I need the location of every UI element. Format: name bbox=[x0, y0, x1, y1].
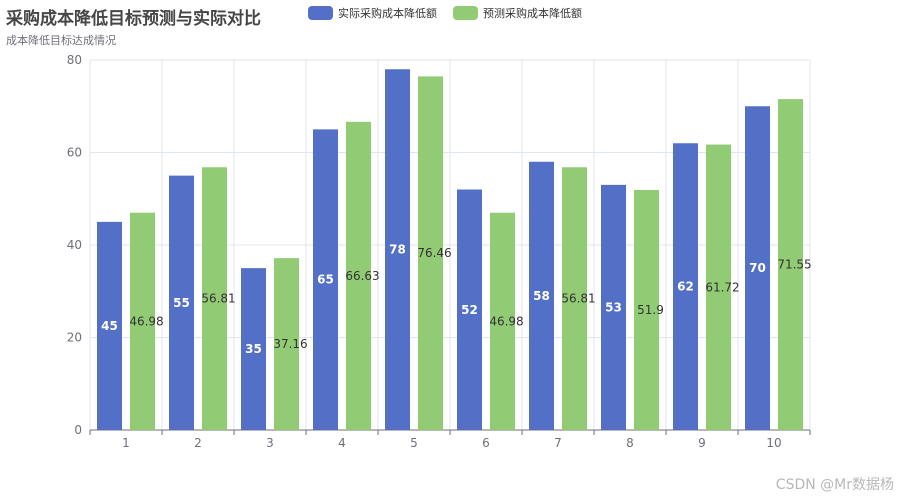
data-label-forecast: 46.98 bbox=[129, 314, 163, 328]
data-label-forecast: 51.9 bbox=[637, 303, 664, 317]
bar-actual bbox=[313, 129, 338, 430]
chart-legend: 实际采购成本降低额 预测采购成本降低额 bbox=[308, 5, 598, 21]
data-label-actual: 65 bbox=[317, 273, 334, 287]
bar-forecast bbox=[130, 212, 155, 430]
bar-forecast bbox=[418, 76, 443, 430]
x-tick-label: 7 bbox=[554, 436, 562, 450]
x-tick-label: 8 bbox=[626, 436, 634, 450]
data-label-forecast: 66.63 bbox=[345, 269, 379, 283]
data-label-actual: 58 bbox=[533, 289, 550, 303]
legend-label-actual: 实际采购成本降低额 bbox=[338, 7, 437, 20]
legend-item-forecast[interactable]: 预测采购成本降低额 bbox=[453, 5, 582, 21]
x-tick-label: 5 bbox=[410, 436, 418, 450]
x-tick-label: 2 bbox=[194, 436, 202, 450]
bar-actual bbox=[97, 221, 122, 430]
data-label-forecast: 56.81 bbox=[561, 292, 595, 306]
data-label-actual: 78 bbox=[389, 243, 406, 257]
x-tick-label: 4 bbox=[338, 436, 346, 450]
watermark: CSDN @Mr数据杨 bbox=[775, 477, 894, 493]
bar-actual bbox=[169, 175, 194, 430]
x-tick-label: 10 bbox=[766, 436, 781, 450]
bar-actual bbox=[385, 69, 410, 430]
bar-forecast bbox=[706, 144, 731, 431]
y-tick-label: 20 bbox=[67, 331, 82, 345]
bar-actual bbox=[601, 184, 626, 430]
x-tick-label: 3 bbox=[266, 436, 274, 450]
y-tick-label: 40 bbox=[67, 238, 82, 252]
bar-forecast bbox=[634, 189, 659, 430]
legend-swatch-forecast bbox=[453, 6, 478, 20]
bar-forecast bbox=[562, 167, 587, 430]
y-tick-label: 0 bbox=[74, 423, 82, 437]
bar-forecast bbox=[346, 121, 371, 431]
data-label-forecast: 71.55 bbox=[777, 258, 811, 272]
data-label-actual: 55 bbox=[173, 296, 190, 310]
x-tick-label: 9 bbox=[698, 436, 706, 450]
x-tick-label: 1 bbox=[122, 436, 130, 450]
data-label-forecast: 76.46 bbox=[417, 246, 451, 260]
legend-item-actual[interactable]: 实际采购成本降低额 bbox=[308, 5, 437, 21]
bar-forecast bbox=[274, 258, 299, 430]
y-tick-label: 80 bbox=[67, 53, 82, 67]
bar-forecast bbox=[778, 99, 803, 431]
data-label-actual: 45 bbox=[101, 319, 118, 333]
data-label-forecast: 61.72 bbox=[705, 280, 739, 294]
data-label-actual: 62 bbox=[677, 280, 694, 294]
bar-forecast bbox=[202, 167, 227, 430]
legend-label-forecast: 预测采购成本降低额 bbox=[483, 7, 582, 20]
bar-actual bbox=[745, 106, 770, 430]
data-label-actual: 35 bbox=[245, 342, 262, 356]
bar-forecast bbox=[490, 212, 515, 430]
data-label-forecast: 46.98 bbox=[489, 314, 523, 328]
data-label-forecast: 56.81 bbox=[201, 292, 235, 306]
data-label-actual: 52 bbox=[461, 303, 478, 317]
bar-actual bbox=[457, 189, 482, 430]
bar-actual bbox=[529, 161, 554, 430]
data-label-actual: 70 bbox=[749, 261, 766, 275]
bar-actual bbox=[673, 143, 698, 430]
legend-swatch-actual bbox=[308, 6, 333, 20]
x-tick-label: 6 bbox=[482, 436, 490, 450]
chart-title: 采购成本降低目标预测与实际对比 bbox=[6, 9, 261, 29]
chart-subtitle: 成本降低目标达成情况 bbox=[6, 34, 116, 47]
y-tick-label: 60 bbox=[67, 146, 82, 160]
data-label-forecast: 37.16 bbox=[273, 337, 307, 351]
bar-actual bbox=[241, 268, 266, 430]
data-label-actual: 53 bbox=[605, 300, 622, 314]
